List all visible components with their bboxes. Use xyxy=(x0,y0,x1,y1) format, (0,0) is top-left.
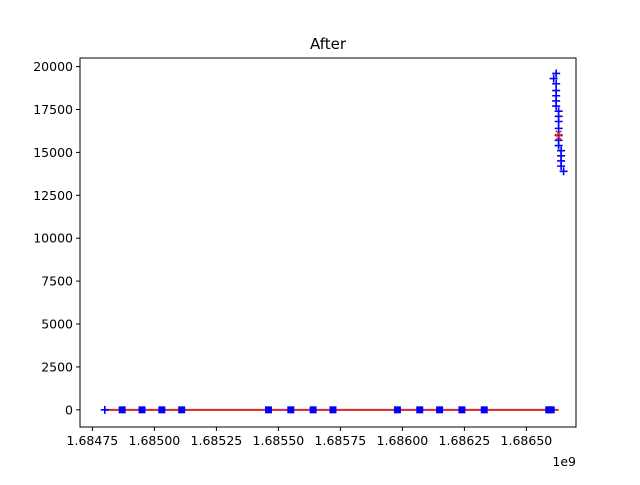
y-tick-label: 5000 xyxy=(41,317,73,332)
data-point-square xyxy=(393,406,401,414)
data-point-square xyxy=(309,406,317,414)
axes-frame xyxy=(79,57,577,428)
data-point-plus xyxy=(100,405,109,414)
y-tick-label: 0 xyxy=(65,402,73,417)
data-point-x xyxy=(555,133,563,141)
y-tick-label: 12500 xyxy=(33,188,73,203)
data-point-square xyxy=(138,406,146,414)
data-point-plus xyxy=(557,162,566,171)
data-point-square xyxy=(547,406,555,414)
data-point-plus xyxy=(554,141,563,150)
data-point-plus xyxy=(554,124,563,133)
axes-layer: 1.68475 1.68500 1.68525 1.68550 1.68575 1.686… xyxy=(33,57,577,448)
series-markers-square xyxy=(118,406,555,414)
x-tick-label: 1.68650 xyxy=(501,433,553,448)
data-point-square xyxy=(287,406,295,414)
data-point-plus xyxy=(552,69,561,78)
y-tick-label: 10000 xyxy=(33,231,73,246)
plot-area xyxy=(80,58,576,427)
data-point-square xyxy=(118,406,126,414)
y-tick-label: 2500 xyxy=(41,359,73,374)
series-markers-plus xyxy=(100,69,568,414)
y-tick-label: 7500 xyxy=(41,274,73,289)
data-layer xyxy=(100,69,568,414)
data-point-plus xyxy=(559,167,568,176)
data-point-square xyxy=(158,406,166,414)
x-tick-label: 1.68625 xyxy=(439,433,491,448)
data-point-plus xyxy=(554,117,563,126)
data-point-square xyxy=(178,406,186,414)
x-tick-label: 1.68550 xyxy=(253,433,305,448)
data-point-plus xyxy=(552,79,561,88)
data-point-square xyxy=(416,406,424,414)
chart-title: After xyxy=(310,35,347,53)
y-tick-label: 15000 xyxy=(33,145,73,160)
x-tick-label: 1.68600 xyxy=(377,433,429,448)
x-tick-label: 1.68500 xyxy=(129,433,181,448)
data-point-plus xyxy=(552,102,561,111)
x-tick-label: 1.68525 xyxy=(191,433,243,448)
data-point-square xyxy=(480,406,488,414)
data-point-square xyxy=(436,406,444,414)
x-tick-label: 1.68475 xyxy=(67,433,119,448)
data-point-plus xyxy=(549,74,558,83)
data-point-square xyxy=(329,406,337,414)
y-tick-label: 17500 xyxy=(33,102,73,117)
y-tick-label: 20000 xyxy=(33,59,73,74)
data-point-square xyxy=(458,406,466,414)
x-offset-label: 1e9 xyxy=(552,454,576,469)
data-point-square xyxy=(264,406,272,414)
x-tick-label: 1.68575 xyxy=(315,433,367,448)
series-markers-x xyxy=(555,130,563,141)
